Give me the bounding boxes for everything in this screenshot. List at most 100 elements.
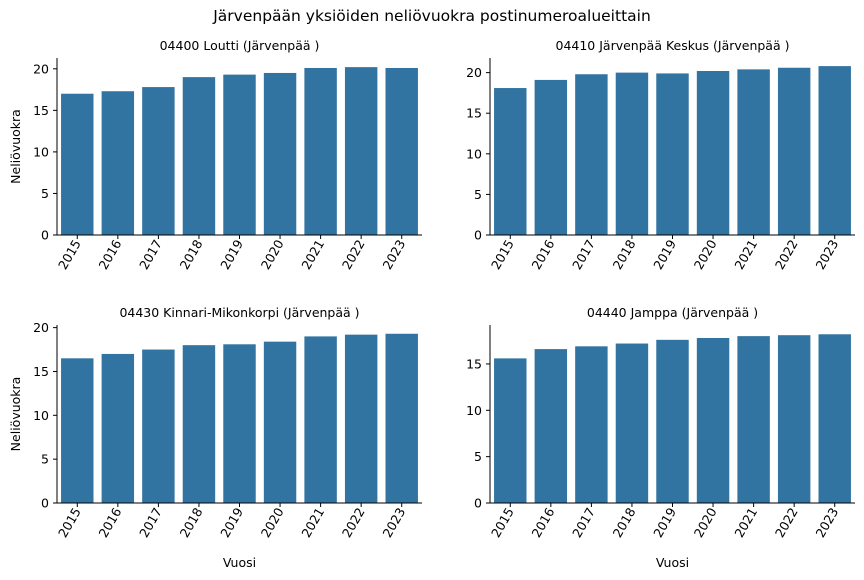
x-tick-label: 2023 — [379, 237, 408, 272]
x-tick-label: 2023 — [379, 505, 408, 540]
x-tick-label: 2020 — [691, 505, 720, 540]
y-tick-label: 10 — [466, 146, 482, 161]
panel-title: 04400 Loutti (Järvenpää ) — [160, 38, 320, 53]
y-tick-label: 5 — [474, 449, 482, 464]
y-tick-label: 10 — [33, 408, 49, 423]
panel-title: 04410 Järvenpää Keskus (Järvenpää ) — [556, 38, 790, 53]
x-tick-label: 2016 — [529, 237, 558, 272]
x-tick-label: 2018 — [610, 237, 639, 272]
bar-2021 — [304, 336, 337, 503]
bar-2023 — [385, 333, 418, 503]
x-tick-label: 2015 — [55, 505, 84, 540]
x-tick-label: 2022 — [339, 237, 368, 272]
bar-2018 — [182, 345, 216, 503]
bar-2022 — [344, 334, 378, 503]
x-tick-label: 2020 — [258, 237, 287, 272]
bar-2019 — [223, 74, 256, 235]
x-axis-label: Vuosi — [656, 555, 689, 570]
x-tick-label: 2015 — [488, 505, 517, 540]
x-tick-label: 2019 — [217, 237, 246, 272]
bar-2020 — [696, 337, 730, 503]
bar-2021 — [737, 336, 770, 503]
bar-2018 — [182, 77, 216, 236]
bar-2016 — [534, 79, 568, 235]
x-tick-label: 2020 — [691, 237, 720, 272]
x-tick-label: 2021 — [731, 237, 760, 272]
panel-title: 04440 Jamppa (Järvenpää ) — [587, 305, 758, 320]
bar-2023 — [818, 334, 851, 503]
bar-2022 — [777, 67, 811, 235]
bar-2017 — [142, 87, 175, 236]
y-axis-label: Neliövuokra — [8, 109, 23, 184]
x-axis-label: Vuosi — [223, 555, 256, 570]
bar-2017 — [575, 346, 608, 503]
bar-2015 — [61, 358, 94, 503]
y-tick-label: 15 — [33, 364, 49, 379]
y-tick-label: 20 — [33, 320, 49, 335]
panel-4: 0 5 10 15 2015 2016 2017 2018 2019 2020 2021 2022 20… — [466, 305, 855, 570]
x-tick-label: 2016 — [529, 505, 558, 540]
y-tick-label: 0 — [474, 228, 482, 243]
bar-2022 — [344, 67, 378, 236]
x-tick-label: 2019 — [650, 237, 679, 272]
x-tick-label: 2015 — [55, 237, 84, 272]
y-tick-label: 15 — [33, 103, 49, 118]
x-tick-label: 2018 — [177, 505, 206, 540]
x-tick-label: 2018 — [610, 505, 639, 540]
x-tick-label: 2021 — [298, 237, 327, 272]
y-tick-label: 15 — [466, 356, 482, 371]
x-tick-label: 2017 — [569, 505, 598, 540]
x-tick-label: 2015 — [488, 237, 517, 272]
bar-2022 — [777, 335, 811, 503]
y-tick-label: 10 — [466, 403, 482, 418]
bar-2019 — [656, 339, 689, 503]
bar-2016 — [101, 91, 135, 235]
y-tick-label: 0 — [41, 228, 49, 243]
bar-2021 — [737, 69, 770, 235]
panel-title: 04430 Kinnari-Mikonkorpi (Järvenpää ) — [119, 305, 359, 320]
x-tick-label: 2017 — [136, 237, 165, 272]
x-tick-label: 2022 — [772, 237, 801, 272]
y-tick-label: 5 — [41, 186, 49, 201]
y-tick-label: 0 — [41, 496, 49, 511]
bar-2023 — [818, 66, 851, 235]
bar-2017 — [575, 74, 608, 236]
x-tick-label: 2020 — [258, 505, 287, 540]
y-tick-label: 0 — [474, 496, 482, 511]
y-tick-label: 20 — [466, 65, 482, 80]
x-tick-label: 2018 — [177, 237, 206, 272]
x-tick-label: 2022 — [772, 505, 801, 540]
bar-2019 — [656, 73, 689, 235]
x-tick-label: 2017 — [569, 237, 598, 272]
bar-2015 — [494, 358, 527, 503]
x-tick-label: 2016 — [96, 505, 125, 540]
bar-2015 — [494, 88, 527, 235]
bar-2020 — [696, 70, 730, 236]
bar-2020 — [263, 72, 297, 235]
x-tick-label: 2021 — [731, 505, 760, 540]
panel-3: 0 5 10 15 20 2015 2016 2017 2018 2019 2020 2021 2022… — [8, 305, 422, 570]
y-tick-label: 5 — [41, 452, 49, 467]
x-tick-label: 2019 — [650, 505, 679, 540]
y-tick-label: 15 — [466, 106, 482, 121]
bar-2021 — [304, 67, 337, 235]
bar-2017 — [142, 349, 175, 503]
bar-2023 — [385, 67, 418, 235]
x-tick-label: 2021 — [298, 505, 327, 540]
x-tick-label: 2022 — [339, 505, 368, 540]
bar-2019 — [223, 344, 256, 503]
y-tick-label: 5 — [474, 187, 482, 202]
y-tick-label: 10 — [33, 144, 49, 159]
bar-2018 — [615, 72, 649, 235]
panel-1: 0 5 10 15 20 2015 2016 2017 2018 2019 2020 2021 2022… — [8, 38, 422, 272]
x-tick-label: 2019 — [217, 505, 246, 540]
x-tick-label: 2023 — [812, 237, 841, 272]
figure-title: Järvenpään yksiöiden neliövuokra postinu… — [213, 7, 651, 25]
y-axis-label: Neliövuokra — [8, 377, 23, 452]
bar-2018 — [615, 343, 649, 503]
x-tick-label: 2016 — [96, 237, 125, 272]
panel-2: 0 5 10 15 20 2015 2016 2017 2018 2019 2020 2021 2022… — [466, 38, 855, 272]
x-tick-label: 2023 — [812, 505, 841, 540]
bar-2020 — [263, 341, 297, 503]
